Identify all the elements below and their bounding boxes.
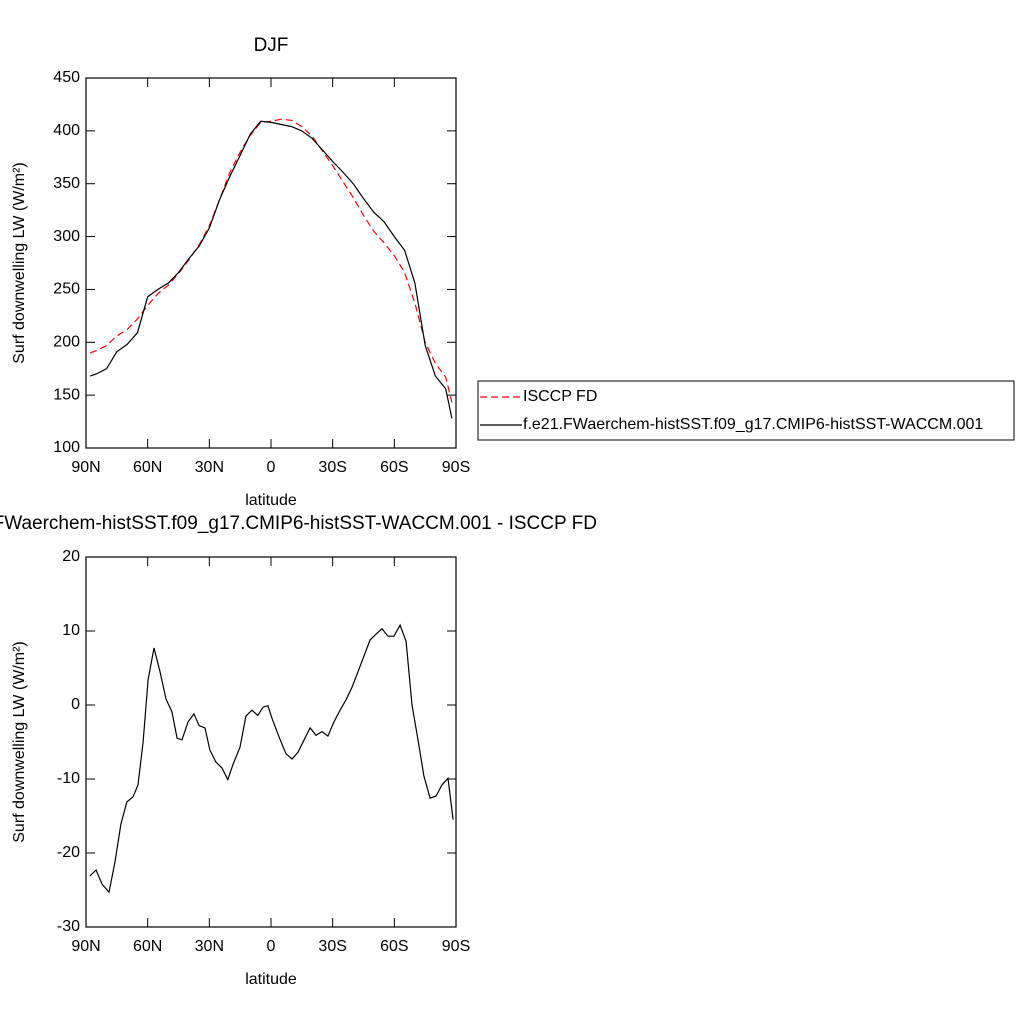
data-line bbox=[89, 623, 454, 894]
x-tick-label: 60N bbox=[133, 459, 162, 476]
x-tick-label: 90S bbox=[442, 459, 470, 476]
plot-frame bbox=[85, 77, 457, 449]
y-tick-label: 150 bbox=[53, 386, 80, 403]
y-tick-label: 20 bbox=[62, 548, 80, 565]
y-tick-label: 450 bbox=[53, 69, 80, 86]
y-tick-label: -10 bbox=[57, 770, 80, 787]
x-tick-label: 90S bbox=[442, 938, 470, 955]
legend-label: ISCCP FD bbox=[523, 388, 597, 405]
x-tick-label: 60N bbox=[133, 938, 162, 955]
y-tick-label: -20 bbox=[57, 844, 80, 861]
legend-box bbox=[477, 380, 1015, 441]
x-tick-label: 30N bbox=[195, 938, 224, 955]
y-tick-label: 100 bbox=[53, 439, 80, 456]
chart-title: f.e21.FWaerchem-histSST.f09_g17.CMIP6-hi… bbox=[0, 513, 597, 534]
chart-title: DJF bbox=[254, 35, 289, 56]
x-tick-label: 30S bbox=[318, 459, 346, 476]
x-axis-label: latitude bbox=[245, 971, 297, 988]
y-tick-label: 0 bbox=[71, 696, 80, 713]
x-tick-label: 30S bbox=[318, 938, 346, 955]
data-line bbox=[89, 120, 453, 419]
x-tick-label: 0 bbox=[267, 938, 276, 955]
y-tick-label: -30 bbox=[57, 918, 80, 935]
x-tick-label: 60S bbox=[380, 938, 408, 955]
legend-label: f.e21.FWaerchem-histSST.f09_g17.CMIP6-hi… bbox=[523, 416, 983, 433]
x-axis-label: latitude bbox=[245, 492, 297, 509]
y-tick-label: 300 bbox=[53, 228, 80, 245]
y-axis-label: Surf downwelling LW (W/m²) bbox=[11, 641, 28, 843]
y-tick-label: 350 bbox=[53, 175, 80, 192]
x-tick-label: 30N bbox=[195, 459, 224, 476]
data-line bbox=[89, 118, 453, 403]
y-tick-label: 200 bbox=[53, 334, 80, 351]
plot-frame bbox=[85, 556, 457, 928]
y-tick-label: 250 bbox=[53, 281, 80, 298]
x-tick-label: 0 bbox=[267, 459, 276, 476]
x-tick-label: 90N bbox=[71, 938, 100, 955]
y-axis-label: Surf downwelling LW (W/m²) bbox=[11, 162, 28, 364]
x-tick-label: 60S bbox=[380, 459, 408, 476]
y-tick-label: 10 bbox=[62, 622, 80, 639]
x-tick-label: 90N bbox=[71, 459, 100, 476]
y-tick-label: 400 bbox=[53, 122, 80, 139]
